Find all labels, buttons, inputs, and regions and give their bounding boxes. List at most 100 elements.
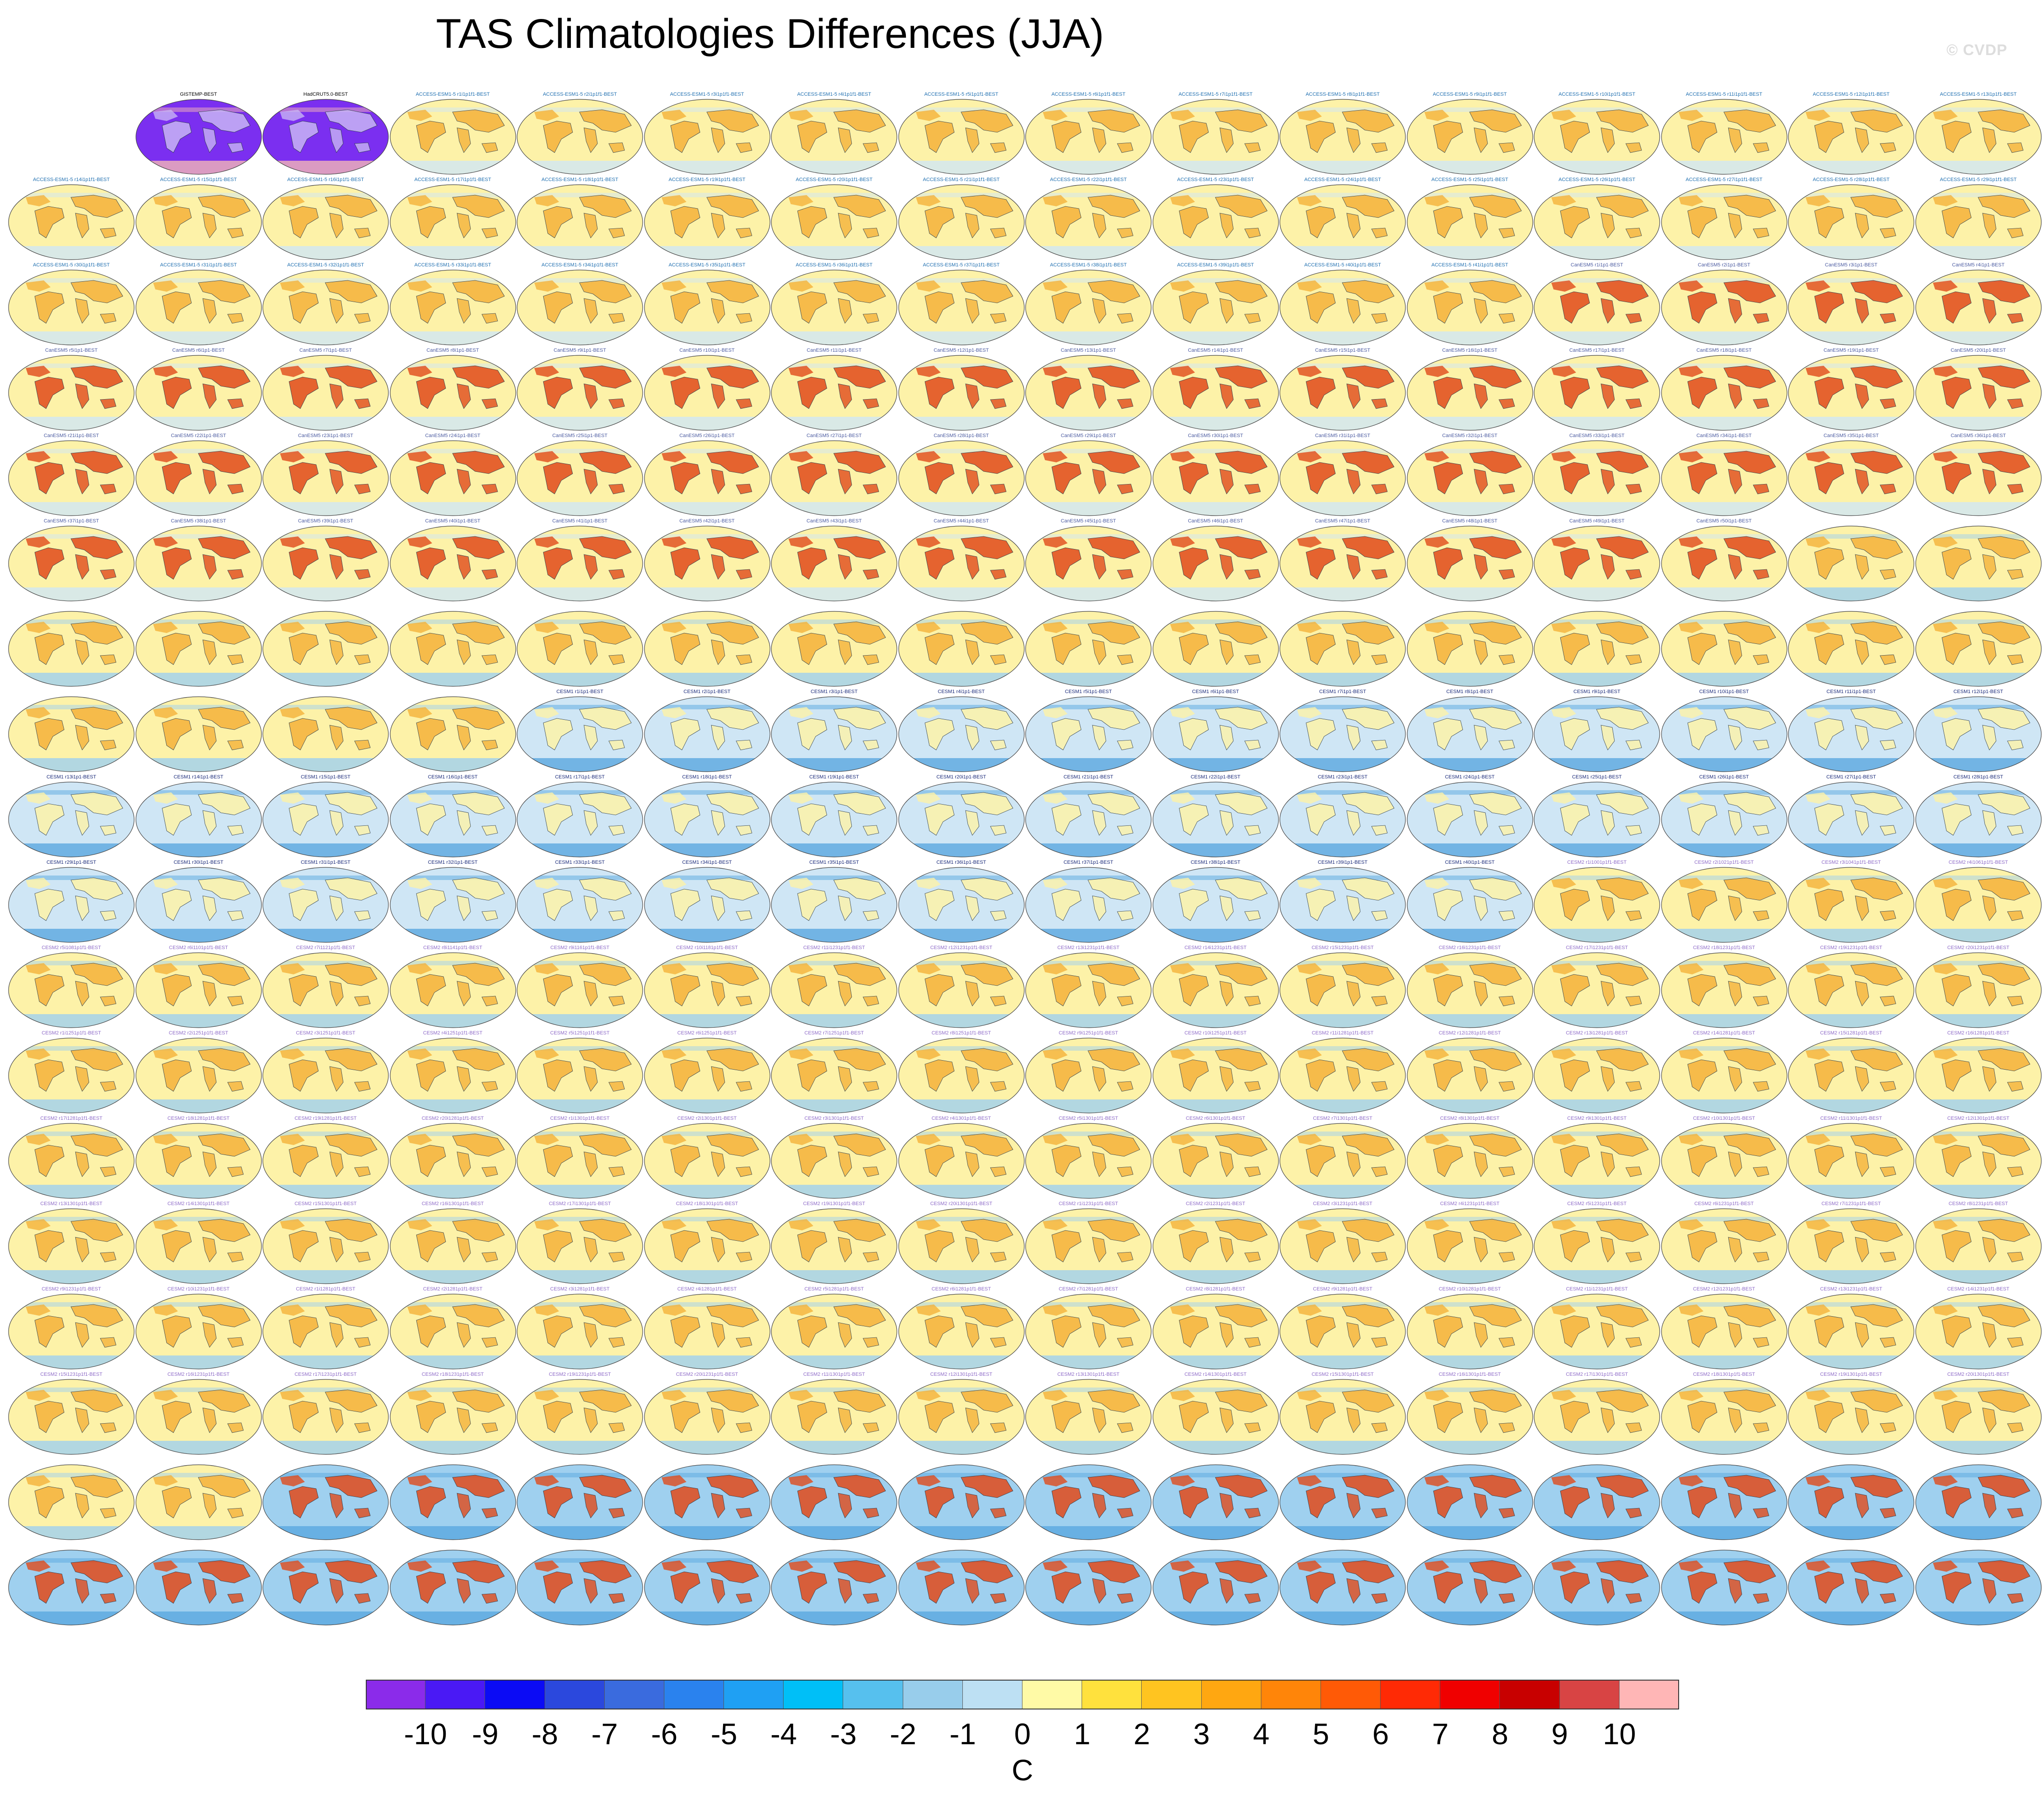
map-panel: [8, 1542, 135, 1626]
map-panel: CESM2 r1i1251p1f1-BEST: [8, 1030, 135, 1114]
panel-title: ACCESS-ESM1-5 r25i1p1f1-BEST: [1431, 177, 1508, 182]
robinson-map: [1406, 1208, 1533, 1284]
robinson-map: [898, 952, 1025, 1028]
map-panel: CESM2 r12i1231p1f1-BEST: [898, 945, 1025, 1029]
panel-title: CanESM5 r22i1p1-BEST: [171, 433, 226, 438]
robinson-map: [135, 99, 262, 175]
map-panel: CESM2 r14i1231p1f1-BEST: [1152, 945, 1279, 1029]
map-panel: CanESM5 r48i1p1-BEST: [1406, 518, 1534, 602]
map-panel: [1533, 1457, 1661, 1541]
map-panel: CanESM5 r18i1p1-BEST: [1661, 347, 1788, 431]
colorbar-tick-label: 1: [1073, 1717, 1091, 1751]
robinson-map: [644, 1294, 770, 1369]
robinson-map: [1915, 1294, 2042, 1369]
robinson-map: [1025, 440, 1152, 516]
panel-title: CESM1 r12i1p1-BEST: [1953, 689, 2003, 694]
panel-title: CESM1 r19i1p1-BEST: [809, 774, 859, 780]
robinson-map: [1534, 611, 1660, 687]
robinson-map: [898, 1208, 1025, 1284]
map-panel: CESM1 r22i1p1-BEST: [1152, 774, 1279, 858]
panel-title: CESM2 r5i1251p1f1-BEST: [550, 1030, 610, 1036]
robinson-map: [1406, 611, 1533, 687]
map-panel: ACCESS-ESM1-5 r11i1p1f1-BEST: [1661, 91, 1788, 175]
panel-title: ACCESS-ESM1-5 r7i1p1f1-BEST: [1178, 92, 1253, 97]
panel-title: CESM2 r1i1301p1f1-BEST: [550, 1116, 610, 1121]
map-panel: CESM1 r10i1p1-BEST: [1661, 689, 1788, 773]
panel-title: CanESM5 r8i1p1-BEST: [426, 348, 479, 353]
panel-title: CanESM5 r39i1p1-BEST: [298, 518, 354, 524]
map-panel: ACCESS-ESM1-5 r15i1p1f1-BEST: [135, 177, 262, 261]
panel-title: CESM1 r17i1p1-BEST: [555, 774, 605, 780]
panel-title: CanESM5 r35i1p1-BEST: [1823, 433, 1879, 438]
map-panel: CanESM5 r37i1p1-BEST: [8, 518, 135, 602]
panel-title: CESM2 r15i1301p1f1-BEST: [1311, 1372, 1374, 1377]
robinson-map: [1406, 1550, 1533, 1625]
robinson-map: [1661, 270, 1787, 345]
robinson-map: [644, 1208, 770, 1284]
panel-title: CESM2 r13i1281p1f1-BEST: [1566, 1030, 1628, 1036]
map-panel: CanESM5 r15i1p1-BEST: [1279, 347, 1406, 431]
map-panel: CESM2 r2i1301p1f1-BEST: [644, 1115, 771, 1199]
map-panel-grid: GISTEMP-BEST HadCRUT5.0-BEST ACCESS-ESM1-5…: [8, 91, 2042, 1626]
robinson-map: [1025, 1550, 1152, 1625]
panel-title: CESM2 r7i1301p1f1-BEST: [1313, 1116, 1372, 1121]
panel-title: CESM2 r15i1231p1f1-BEST: [1311, 945, 1374, 950]
map-panel: CESM2 r9i1301p1f1-BEST: [1533, 1115, 1661, 1199]
robinson-map: [8, 526, 135, 601]
panel-title: CanESM5 r13i1p1-BEST: [1060, 348, 1116, 353]
robinson-map: [1152, 696, 1279, 772]
colorbar-tick-label: 2: [1134, 1717, 1150, 1751]
panel-title: ACCESS-ESM1-5 r23i1p1f1-BEST: [1177, 177, 1254, 182]
map-panel: CESM1 r9i1p1-BEST: [1533, 689, 1661, 773]
panel-title: ACCESS-ESM1-5 r8i1p1f1-BEST: [1306, 92, 1380, 97]
panel-title: CESM1 r29i1p1-BEST: [46, 860, 97, 865]
map-panel: [1915, 1457, 2042, 1541]
map-panel: CESM2 r7i1251p1f1-BEST: [770, 1030, 898, 1114]
robinson-map: [1152, 1379, 1279, 1455]
robinson-map: [8, 1379, 135, 1455]
robinson-map: [644, 1123, 770, 1199]
map-panel: CESM2 r20i1231p1f1-BEST: [1915, 945, 2042, 1029]
panel-title: CanESM5 r12i1p1-BEST: [933, 348, 989, 353]
robinson-map: [1661, 355, 1787, 431]
map-panel: [1533, 603, 1661, 687]
robinson-map: [8, 611, 135, 687]
map-panel: CESM2 r10i1231p1f1-BEST: [135, 1286, 262, 1370]
colorbar-tick-label: 7: [1432, 1717, 1449, 1751]
panel-title: CESM2 r18i1231p1f1-BEST: [1693, 945, 1755, 950]
map-panel: CanESM5 r13i1p1-BEST: [1025, 347, 1152, 431]
map-panel: CESM2 r3i1041p1f1-BEST: [1787, 859, 1915, 943]
robinson-map: [262, 355, 389, 431]
panel-title: CESM2 r12i1301p1f1-BEST: [1947, 1116, 2010, 1121]
map-panel: CanESM5 r41i1p1-BEST: [516, 518, 644, 602]
robinson-map: [898, 611, 1025, 687]
map-panel: CESM2 r3i1251p1f1-BEST: [262, 1030, 389, 1114]
map-panel: CESM2 r17i1231p1f1-BEST: [1533, 945, 1661, 1029]
robinson-map: [771, 696, 897, 772]
panel-title: CESM2 r10i1301p1f1-BEST: [1693, 1116, 1755, 1121]
robinson-map: [1788, 1123, 1914, 1199]
robinson-map: [135, 1550, 262, 1625]
map-panel: [1661, 603, 1788, 687]
map-panel: [1787, 518, 1915, 602]
colorbar: [366, 1680, 1679, 1709]
robinson-map: [644, 696, 770, 772]
map-panel: CESM2 r18i1231p1f1-BEST: [1661, 945, 1788, 1029]
robinson-map: [1406, 1038, 1533, 1113]
map-panel: [1025, 1457, 1152, 1541]
panel-title: CESM2 r19i1301p1f1-BEST: [1820, 1372, 1882, 1377]
robinson-map: [1279, 867, 1406, 943]
map-panel: CESM2 r1i1301p1f1-BEST: [516, 1115, 644, 1199]
map-panel: CESM2 r6i1281p1f1-BEST: [898, 1286, 1025, 1370]
robinson-map: [8, 440, 135, 516]
colorbar-tick-label: 4: [1253, 1717, 1270, 1751]
panel-title: CESM1 r2i1p1-BEST: [683, 689, 731, 694]
map-panel: CanESM5 r11i1p1-BEST: [770, 347, 898, 431]
panel-title: ACCESS-ESM1-5 r31i1p1f1-BEST: [160, 262, 237, 268]
map-panel: CanESM5 r14i1p1-BEST: [1152, 347, 1279, 431]
robinson-map: [8, 1550, 135, 1625]
map-panel: [135, 1457, 262, 1541]
robinson-map: [1788, 99, 1914, 175]
robinson-map: [1534, 440, 1660, 516]
colorbar-swatch: [1619, 1680, 1679, 1709]
